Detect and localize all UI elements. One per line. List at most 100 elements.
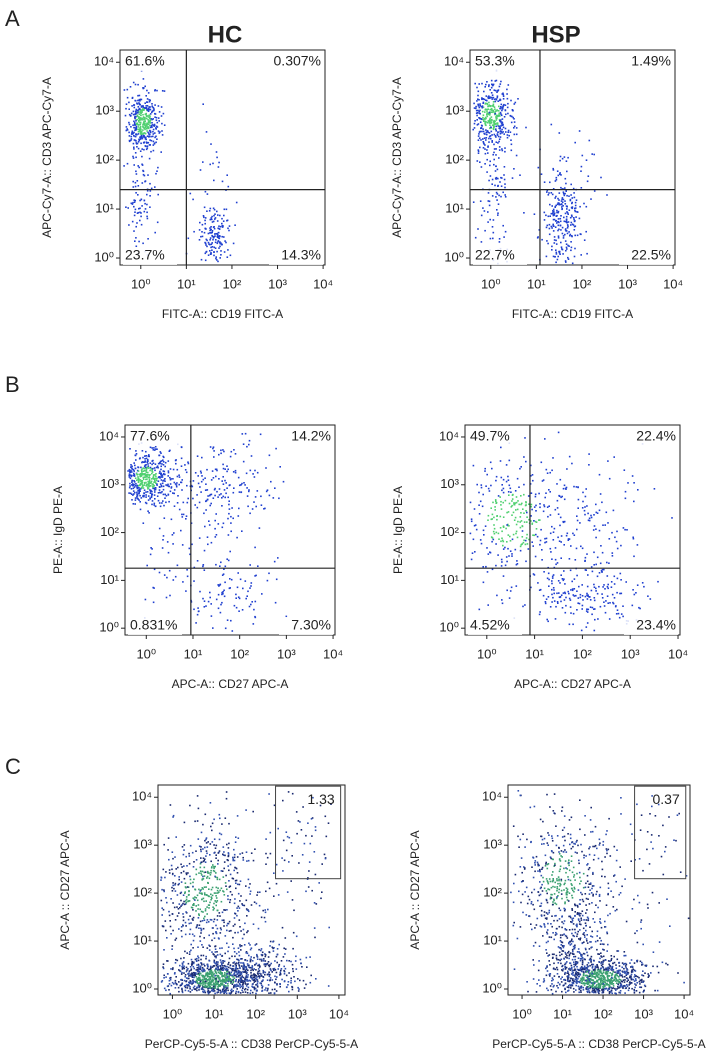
dot — [477, 98, 479, 100]
dot — [595, 503, 597, 506]
dot — [206, 978, 208, 981]
dot — [588, 139, 591, 142]
dot — [191, 983, 193, 985]
dot — [500, 123, 503, 125]
dot — [139, 483, 142, 485]
dot — [162, 470, 165, 472]
dot — [209, 970, 212, 972]
dot — [143, 109, 145, 111]
dot — [601, 593, 603, 595]
dot — [219, 889, 221, 892]
dot — [573, 192, 575, 194]
dot — [202, 991, 205, 994]
dot — [521, 502, 523, 505]
dot — [234, 963, 236, 965]
dot — [641, 974, 643, 976]
dot — [226, 619, 229, 621]
dot — [616, 958, 619, 961]
dot — [573, 534, 576, 536]
dot — [146, 486, 149, 488]
dot — [148, 467, 150, 469]
dot — [587, 175, 590, 177]
dot — [168, 569, 171, 572]
dot — [217, 593, 220, 596]
dot — [212, 906, 214, 908]
dot — [509, 590, 512, 592]
dot — [247, 505, 249, 508]
dot — [191, 543, 193, 546]
dot — [210, 603, 212, 605]
dot — [229, 974, 232, 976]
dot — [197, 904, 200, 906]
dot — [616, 577, 619, 580]
dot — [246, 445, 248, 448]
dot — [182, 581, 184, 583]
dot — [195, 873, 198, 876]
dot — [520, 495, 522, 497]
dot — [515, 501, 518, 504]
dot — [482, 581, 485, 584]
dot — [167, 460, 170, 462]
dot — [218, 584, 221, 586]
dot — [168, 500, 170, 503]
dot — [209, 901, 211, 904]
dot — [252, 923, 255, 925]
dot — [217, 496, 219, 498]
dot — [630, 973, 633, 976]
dot — [610, 983, 613, 985]
dot — [507, 547, 509, 550]
dot — [554, 558, 557, 561]
dot — [199, 984, 202, 986]
dot — [212, 932, 214, 935]
dot — [197, 917, 200, 919]
dot — [154, 186, 156, 188]
dot — [213, 965, 215, 967]
dot — [194, 972, 197, 974]
quadrant-percent: 61.6% — [125, 53, 165, 69]
dot — [493, 532, 496, 535]
dot — [198, 974, 201, 977]
y-tick-label: 10¹ — [100, 572, 119, 587]
dot — [225, 988, 227, 991]
dot — [198, 965, 200, 967]
dot — [536, 237, 539, 239]
dot — [217, 975, 219, 978]
dot — [141, 471, 143, 473]
dot — [283, 947, 285, 950]
dot — [171, 968, 174, 971]
dot — [253, 608, 255, 611]
dot — [123, 165, 125, 167]
dot — [593, 153, 595, 156]
panel-letter: B — [5, 372, 20, 397]
dot — [200, 958, 202, 961]
dot — [519, 545, 522, 548]
dot — [198, 872, 200, 874]
dot — [496, 91, 498, 93]
dot — [156, 465, 159, 467]
dot — [229, 967, 232, 970]
dot — [197, 984, 200, 987]
dot — [135, 126, 138, 129]
dot — [157, 499, 160, 502]
dot — [205, 982, 207, 985]
dot — [562, 192, 565, 195]
dot — [562, 191, 565, 193]
dot — [477, 109, 479, 112]
y-tick-label: 10³ — [100, 476, 119, 491]
dot — [132, 180, 134, 183]
dot — [232, 491, 235, 494]
dot — [141, 109, 144, 111]
dot — [154, 488, 157, 491]
dot — [501, 539, 504, 542]
dot — [226, 973, 229, 975]
dot — [564, 200, 566, 202]
dot — [502, 106, 504, 109]
dot — [531, 474, 534, 476]
dot — [184, 891, 186, 893]
dot — [501, 93, 504, 95]
dot — [564, 177, 567, 180]
dot — [495, 141, 498, 143]
dot — [489, 175, 492, 177]
dot — [555, 563, 557, 566]
dot — [132, 469, 135, 471]
